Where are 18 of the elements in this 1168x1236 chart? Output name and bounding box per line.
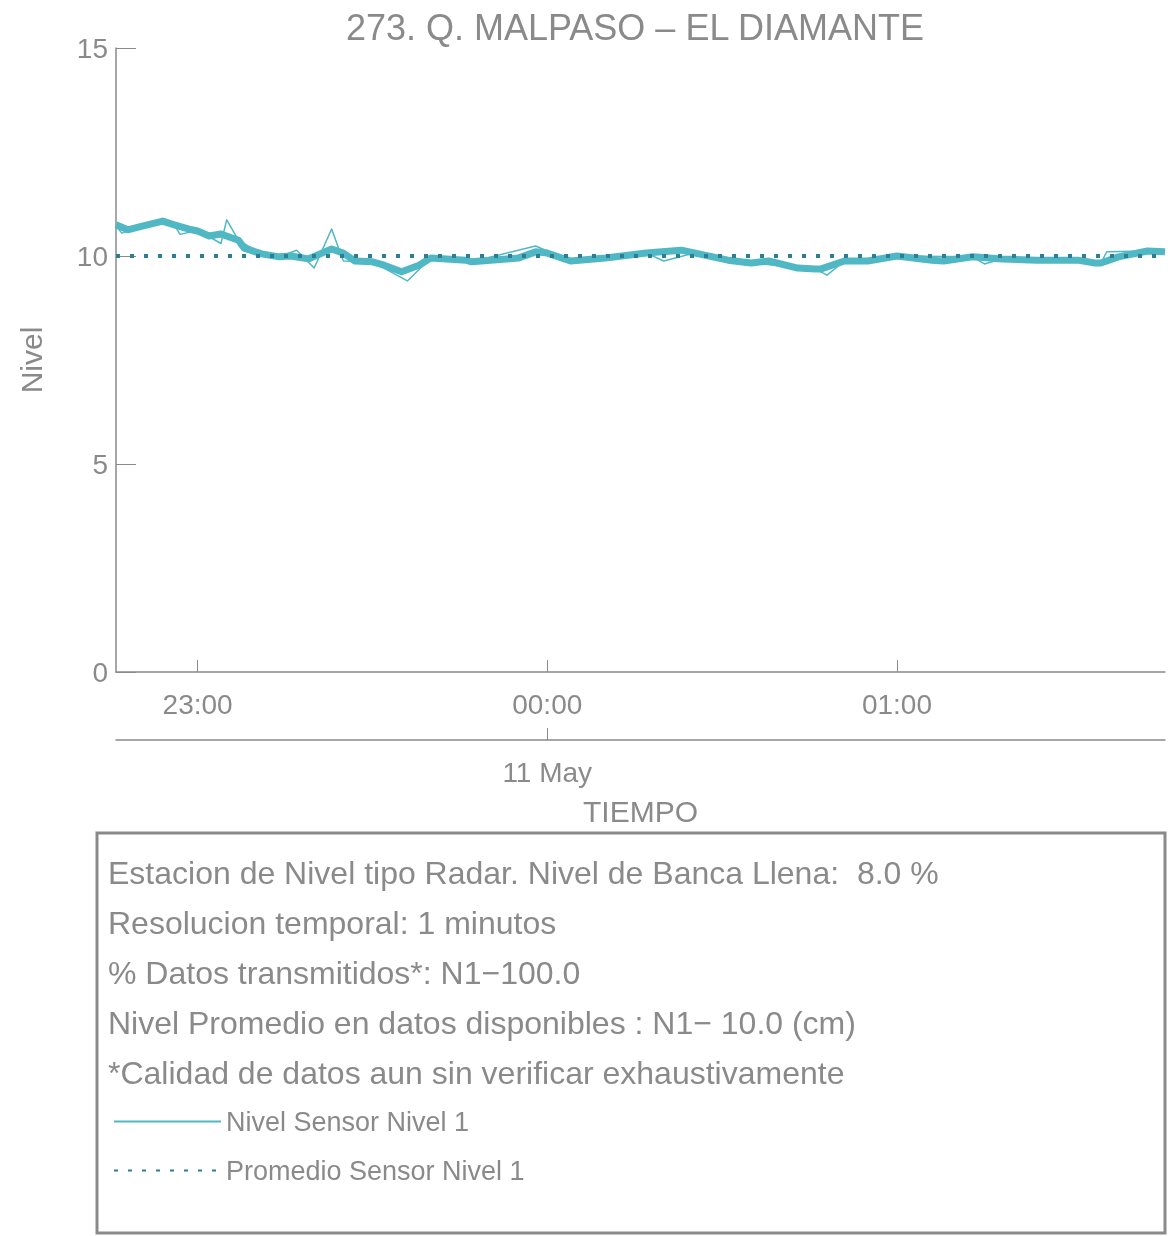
text: Estacion de Nivel tipo Radar. Nivel de Banca Llena: 8.0 %	[108, 855, 939, 891]
y-tick-label: 15	[76, 32, 108, 64]
chart-title: 273. Q. MALPASO – EL DIAMANTE	[345, 6, 925, 48]
y-tick-label: 0	[92, 656, 108, 688]
x-tick-label: 23:00	[162, 688, 233, 720]
annotation: 11 May	[502, 756, 593, 788]
x-tick-label: 01:00	[861, 688, 932, 720]
text: Resolucion temporal: 1 minutos	[108, 905, 557, 941]
y-tick-label: 5	[92, 448, 108, 480]
legend-label: Promedio Sensor Nivel 1	[226, 1155, 525, 1186]
text: *Calidad de datos aun sin verificar exhaustivamente	[108, 1055, 845, 1091]
text: Nivel Promedio en datos disponibles : N1− 10.0 (cm)	[108, 1005, 856, 1041]
legend-label: Nivel Sensor Nivel 1	[226, 1106, 470, 1137]
text: % Datos transmitidos*: N1−100.0	[108, 955, 581, 991]
y-tick-label: 10	[76, 240, 108, 272]
x-tick-label: 00:00	[512, 688, 583, 720]
x-axis-title: TIEMPO	[582, 794, 699, 828]
y-axis-title: Nivel	[14, 326, 48, 394]
